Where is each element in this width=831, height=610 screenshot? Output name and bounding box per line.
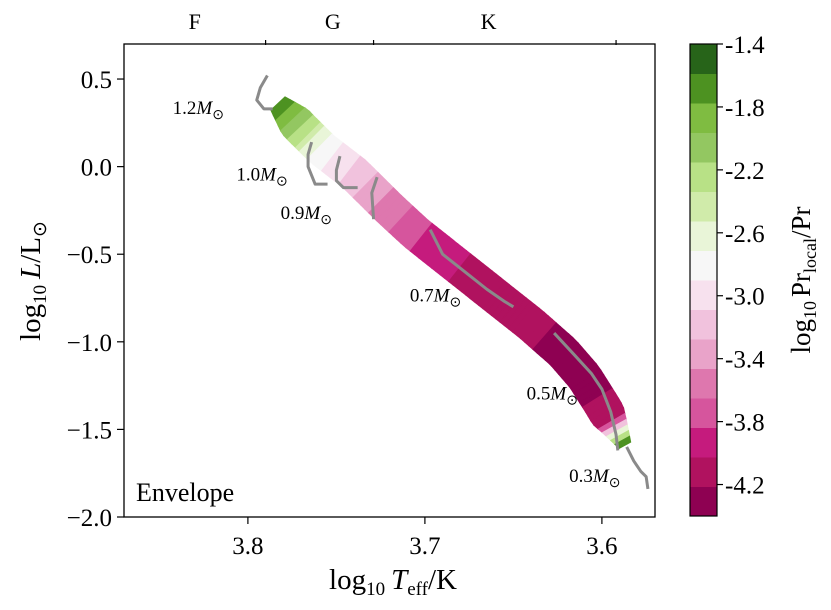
track-0.5 [553, 332, 620, 451]
x-tick-label: 3.7 [409, 533, 440, 560]
colorbar-frame [689, 43, 718, 517]
x-tick-label: 3.6 [586, 533, 617, 560]
track-0.7 [428, 229, 515, 309]
colorbar-segment [690, 103, 717, 133]
colorbar-tick-label: -3.4 [725, 347, 765, 374]
mass-label-1.0: 1.0M⊙ [236, 165, 287, 190]
y-axis-label: log10L/L⊙ [15, 221, 51, 341]
mass-label-0.9: 0.9M⊙ [281, 203, 332, 228]
colorbar-tick-label: -1.8 [725, 95, 765, 122]
mass-label-1.2: 1.2M⊙ [173, 98, 224, 123]
colorbar-tick-label: -3.0 [725, 284, 765, 311]
colorbar-segment [690, 221, 717, 251]
colorbar-segment [690, 191, 717, 222]
colorbar-segment [690, 457, 717, 487]
y-tick-label: −1.0 [67, 330, 112, 357]
mass-labels: 1.2M⊙ 1.0M⊙ 0.9M⊙ 0.7M⊙ 0.5M⊙ 0.3M⊙ [173, 98, 621, 491]
track-1.0 [306, 141, 328, 186]
mass-label-0.5: 0.5M⊙ [527, 384, 578, 409]
colorbar-tick-label: -3.8 [725, 410, 765, 437]
mass-label-0.3: 0.3M⊙ [569, 466, 620, 491]
colorbar-segment [690, 309, 717, 340]
colorbar-tick-label: -2.6 [725, 221, 765, 248]
colorbar-segment [690, 427, 717, 458]
y-axis-ticks: 0.5 0.0 −0.5 −1.0 −1.5 −2.0 [67, 67, 124, 532]
colorbar-segment [690, 73, 717, 104]
colorbar-segment [690, 162, 717, 192]
colorbar-tick-label: -2.2 [725, 158, 765, 185]
spectral-type-G: G [325, 9, 341, 34]
colorbar-segment [690, 132, 717, 163]
y-tick-label: −0.5 [67, 242, 112, 269]
track-0.85 [370, 176, 379, 220]
colorbar-segment [690, 339, 717, 369]
y-tick-label: −1.5 [67, 417, 112, 444]
colorbar-tick-label: -1.4 [725, 32, 765, 59]
track-0.3 [625, 446, 650, 490]
colorbar-segment [690, 398, 717, 428]
y-tick-label: −2.0 [67, 505, 112, 532]
x-axis-label: log10 Teff/K [329, 564, 457, 600]
colorbar-segment [690, 368, 717, 399]
x-axis-ticks: 3.8 3.7 3.6 [232, 517, 618, 560]
stellar-tracks [255, 74, 650, 490]
track-1.2 [255, 74, 273, 111]
spectral-type-K: K [481, 9, 497, 34]
y-tick-label: 0.0 [81, 155, 112, 182]
colorbar [690, 44, 717, 517]
colorbar-tick-label: -4.2 [725, 473, 765, 500]
spectral-type-F: F [189, 9, 201, 34]
mass-label-0.7: 0.7M⊙ [410, 286, 461, 311]
colorbar-segment [690, 250, 717, 281]
track-0.9 [334, 155, 358, 190]
colorbar-segment [690, 280, 717, 310]
y-tick-label: 0.5 [81, 67, 112, 94]
colorbar-ticks: -1.4 -1.8 -2.2 -2.6 -3.0 -3.4 -3.8 -4.2 [717, 32, 765, 500]
plot-frame [123, 43, 656, 518]
colorbar-label: log10Prlocal/Pr [786, 206, 820, 353]
colorbar-segment [690, 44, 717, 74]
colorbar-segment [690, 486, 717, 517]
x-tick-label: 3.8 [232, 533, 263, 560]
region-label: Envelope [136, 478, 234, 507]
